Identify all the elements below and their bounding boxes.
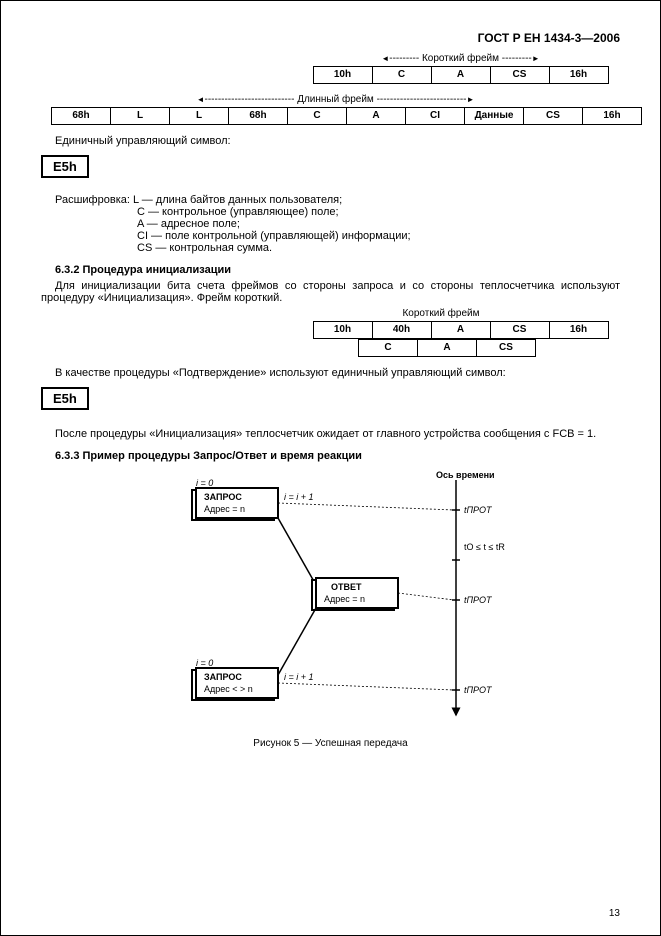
- cell: 10h: [313, 322, 372, 339]
- sec-632-para: Для инициализации бита счета фреймов со …: [41, 280, 620, 304]
- doc-header: ГОСТ Р ЕН 1434-3—2006: [41, 31, 620, 45]
- req-label: ЗАПРОС: [204, 672, 242, 682]
- single-ctrl-label: Единичный управляющий символ:: [41, 135, 620, 147]
- short-frame-block: --------- Короткий фрейм --------- 10h C…: [301, 53, 620, 84]
- cell: CS: [490, 67, 549, 84]
- cell: CS: [490, 322, 549, 339]
- cell: 16h: [549, 322, 608, 339]
- short-frame-label: --------- Короткий фрейм ---------: [301, 53, 620, 64]
- decode-block: Расшифровка: L — длина байтов данных пол…: [41, 194, 620, 254]
- cell: C: [288, 108, 347, 125]
- decode-line: CS — контрольная сумма.: [137, 242, 620, 254]
- init-frame-table2: C A CS: [358, 339, 536, 357]
- figure-5-diagram: Ось времени tПРОТ tО ≤ t ≤ tR tПРОТ tПРО…: [146, 470, 516, 730]
- decode-line: A — адресное поле;: [137, 218, 620, 230]
- cell: CS: [477, 340, 536, 357]
- cell: Данные: [465, 108, 524, 125]
- cell: 68h: [229, 108, 288, 125]
- cell: A: [431, 322, 490, 339]
- cell: CI: [406, 108, 465, 125]
- tick-label: tПРОТ: [464, 685, 493, 695]
- page-number: 13: [609, 908, 620, 919]
- tick-label: tПРОТ: [464, 595, 493, 605]
- sec-632-title: 6.3.2 Процедура инициализации: [41, 264, 620, 276]
- doc-page: ГОСТ Р ЕН 1434-3—2006 --------- Короткий…: [0, 0, 661, 936]
- decode-line: C — контрольное (управляющее) поле;: [137, 206, 620, 218]
- long-frame-block: --------------------------- Длинный фрей…: [51, 94, 620, 125]
- after-init-para: После процедуры «Инициализация» теплосче…: [41, 428, 620, 440]
- cell: A: [418, 340, 477, 357]
- i1-label: i = i + 1: [284, 492, 314, 502]
- i0-label: i = 0: [196, 658, 213, 668]
- req-label: ЗАПРОС: [204, 492, 242, 502]
- e5h-box-2: E5h: [41, 387, 89, 410]
- cell: C: [372, 67, 431, 84]
- decode-intro: Расшифровка: L — длина байтов данных пол…: [41, 194, 620, 206]
- cell: 40h: [372, 322, 431, 339]
- addr-label: Адрес = n: [324, 594, 365, 604]
- sec-633-title: 6.3.3 Пример процедуры Запрос/Ответ и вр…: [41, 450, 620, 462]
- init-frame-table1: 10h 40h A CS 16h: [313, 321, 609, 339]
- tick-label: tПРОТ: [464, 505, 493, 515]
- cell: A: [347, 108, 406, 125]
- tick-label: tО ≤ t ≤ tR: [464, 542, 505, 552]
- long-frame-label: --------------------------- Длинный фрей…: [51, 94, 620, 105]
- cell: L: [170, 108, 229, 125]
- short-frame-table: 10h C A CS 16h: [313, 66, 609, 84]
- init-frame-label: Короткий фрейм: [301, 308, 581, 319]
- long-frame-table: 68h L L 68h C A CI Данные CS 16h: [51, 107, 642, 125]
- i0-label: i = 0: [196, 478, 213, 488]
- resp-label: ОТВЕТ: [331, 582, 362, 592]
- addr-label: Адрес < > n: [204, 684, 253, 694]
- cell: C: [359, 340, 418, 357]
- decode-line: CI — поле контрольной (управляющей) инфо…: [137, 230, 620, 242]
- cell: 68h: [52, 108, 111, 125]
- axis-label: Ось времени: [436, 470, 495, 480]
- e5h-box: E5h: [41, 155, 89, 178]
- cell: 16h: [583, 108, 642, 125]
- cell: 16h: [549, 67, 608, 84]
- init-frame-block: Короткий фрейм 10h 40h A CS 16h C A CS: [301, 308, 620, 357]
- cell: 10h: [313, 67, 372, 84]
- i1-label: i = i + 1: [284, 672, 314, 682]
- cell: CS: [524, 108, 583, 125]
- cell: L: [111, 108, 170, 125]
- figure-caption: Рисунок 5 — Успешная передача: [41, 738, 620, 749]
- cell: A: [431, 67, 490, 84]
- confirm-para: В качестве процедуры «Подтверждение» исп…: [41, 367, 620, 379]
- addr-label: Адрес = n: [204, 504, 245, 514]
